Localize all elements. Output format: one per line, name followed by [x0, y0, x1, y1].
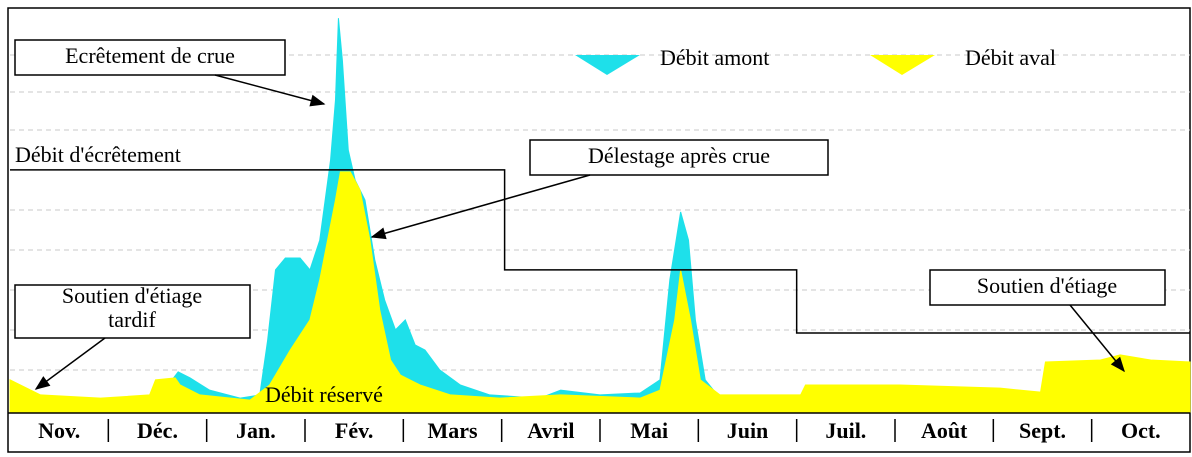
annotation: Ecrêtement de crue — [65, 43, 235, 68]
frame — [7, 7, 1191, 453]
legend-label: Débit aval — [965, 45, 1056, 70]
arrow — [214, 74, 326, 107]
x-tick-label: Mars — [427, 418, 478, 443]
x-tick-label: Nov. — [38, 418, 80, 443]
arrow — [1069, 304, 1125, 373]
annotations: Ecrêtement de crue Débit d'écrêtement Dé… — [14, 39, 1166, 407]
annotation: Soutien d'étiage — [62, 283, 202, 308]
x-tick-label: Avril — [527, 418, 574, 443]
annotation: Débit réservé — [265, 382, 383, 407]
x-tick-label: Fév. — [335, 418, 374, 443]
legend-swatch — [575, 55, 640, 75]
annotation-box — [529, 139, 829, 176]
x-tick-label: Jan. — [236, 418, 276, 443]
x-tick-label: Juin — [727, 418, 769, 443]
annotation: Délestage après crue — [588, 143, 770, 168]
arrow — [370, 174, 591, 240]
annotation: Débit d'écrêtement — [15, 142, 181, 167]
annotation: tardif — [108, 307, 156, 332]
marks — [9, 18, 1191, 413]
annotation: Soutien d'étiage — [977, 273, 1117, 298]
x-tick-label: Juil. — [825, 418, 866, 443]
x-tick-label: Déc. — [137, 418, 178, 443]
annotation-box — [14, 284, 251, 339]
month-row: Nov. Déc. Jan. Fév. Mars Avril Mai Juin Juil. Aoû… — [38, 418, 1161, 443]
annotation-box — [929, 269, 1166, 306]
legend: Débit amont Débit aval — [575, 45, 1056, 75]
arrow — [34, 337, 106, 390]
step-line — [10, 169, 1190, 334]
x-tick-label: Août — [921, 418, 968, 443]
area — [9, 171, 1191, 413]
legend-label: Débit amont — [660, 45, 769, 70]
area — [9, 18, 1191, 413]
annotation-box — [14, 39, 286, 76]
legend-swatch — [870, 55, 935, 75]
x-tick-label: Oct. — [1121, 418, 1161, 443]
x-tick-label: Sept. — [1019, 418, 1066, 443]
x-tick-label: Mai — [630, 418, 668, 443]
